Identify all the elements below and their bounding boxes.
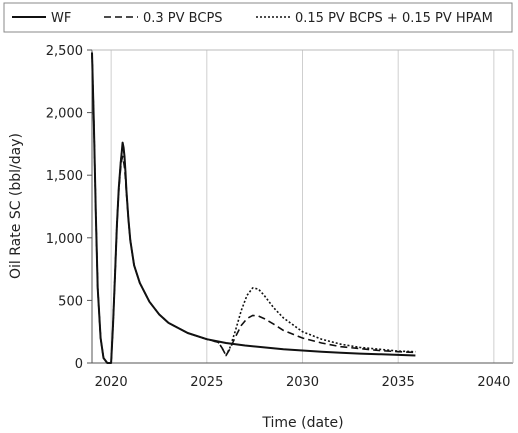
x-tick-label: 2020 (95, 375, 128, 390)
legend-label-wf: WF (51, 11, 71, 26)
series-line-0 (91, 52, 416, 364)
y-tick-label: 2,500 (46, 44, 83, 59)
y-tick-label: 500 (58, 294, 83, 309)
legend-label-bcps-hpam: 0.15 PV BCPS + 0.15 PV HPAM (295, 11, 493, 26)
legend-label-bcps: 0.3 PV BCPS (143, 11, 223, 26)
y-axis-title: Oil Rate SC (bbl/day) (8, 133, 24, 279)
y-tick-label: 1,000 (46, 232, 83, 247)
y-tick-label: 1,500 (46, 169, 83, 184)
x-tick-label: 2030 (286, 375, 319, 390)
series-line-2 (91, 52, 416, 364)
series-lines (91, 52, 416, 364)
x-tick-label: 2025 (190, 375, 223, 390)
x-tick-labels: 2020 2025 2030 2035 2040 (95, 375, 511, 390)
y-tick-labels: 0 500 1,000 1,500 2,000 2,500 (46, 44, 83, 372)
x-tick-label: 2035 (382, 375, 415, 390)
y-tick-marks (87, 49, 92, 364)
x-axis-title: Time (date) (261, 415, 343, 431)
x-tick-label: 2040 (477, 375, 510, 390)
axes (91, 49, 514, 364)
y-tick-label: 0 (75, 357, 83, 372)
y-tick-label: 2,000 (46, 107, 83, 122)
x-gridlines (110, 50, 495, 363)
legend: WF 0.3 PV BCPS 0.15 PV BCPS + 0.15 PV HP… (3, 2, 513, 33)
